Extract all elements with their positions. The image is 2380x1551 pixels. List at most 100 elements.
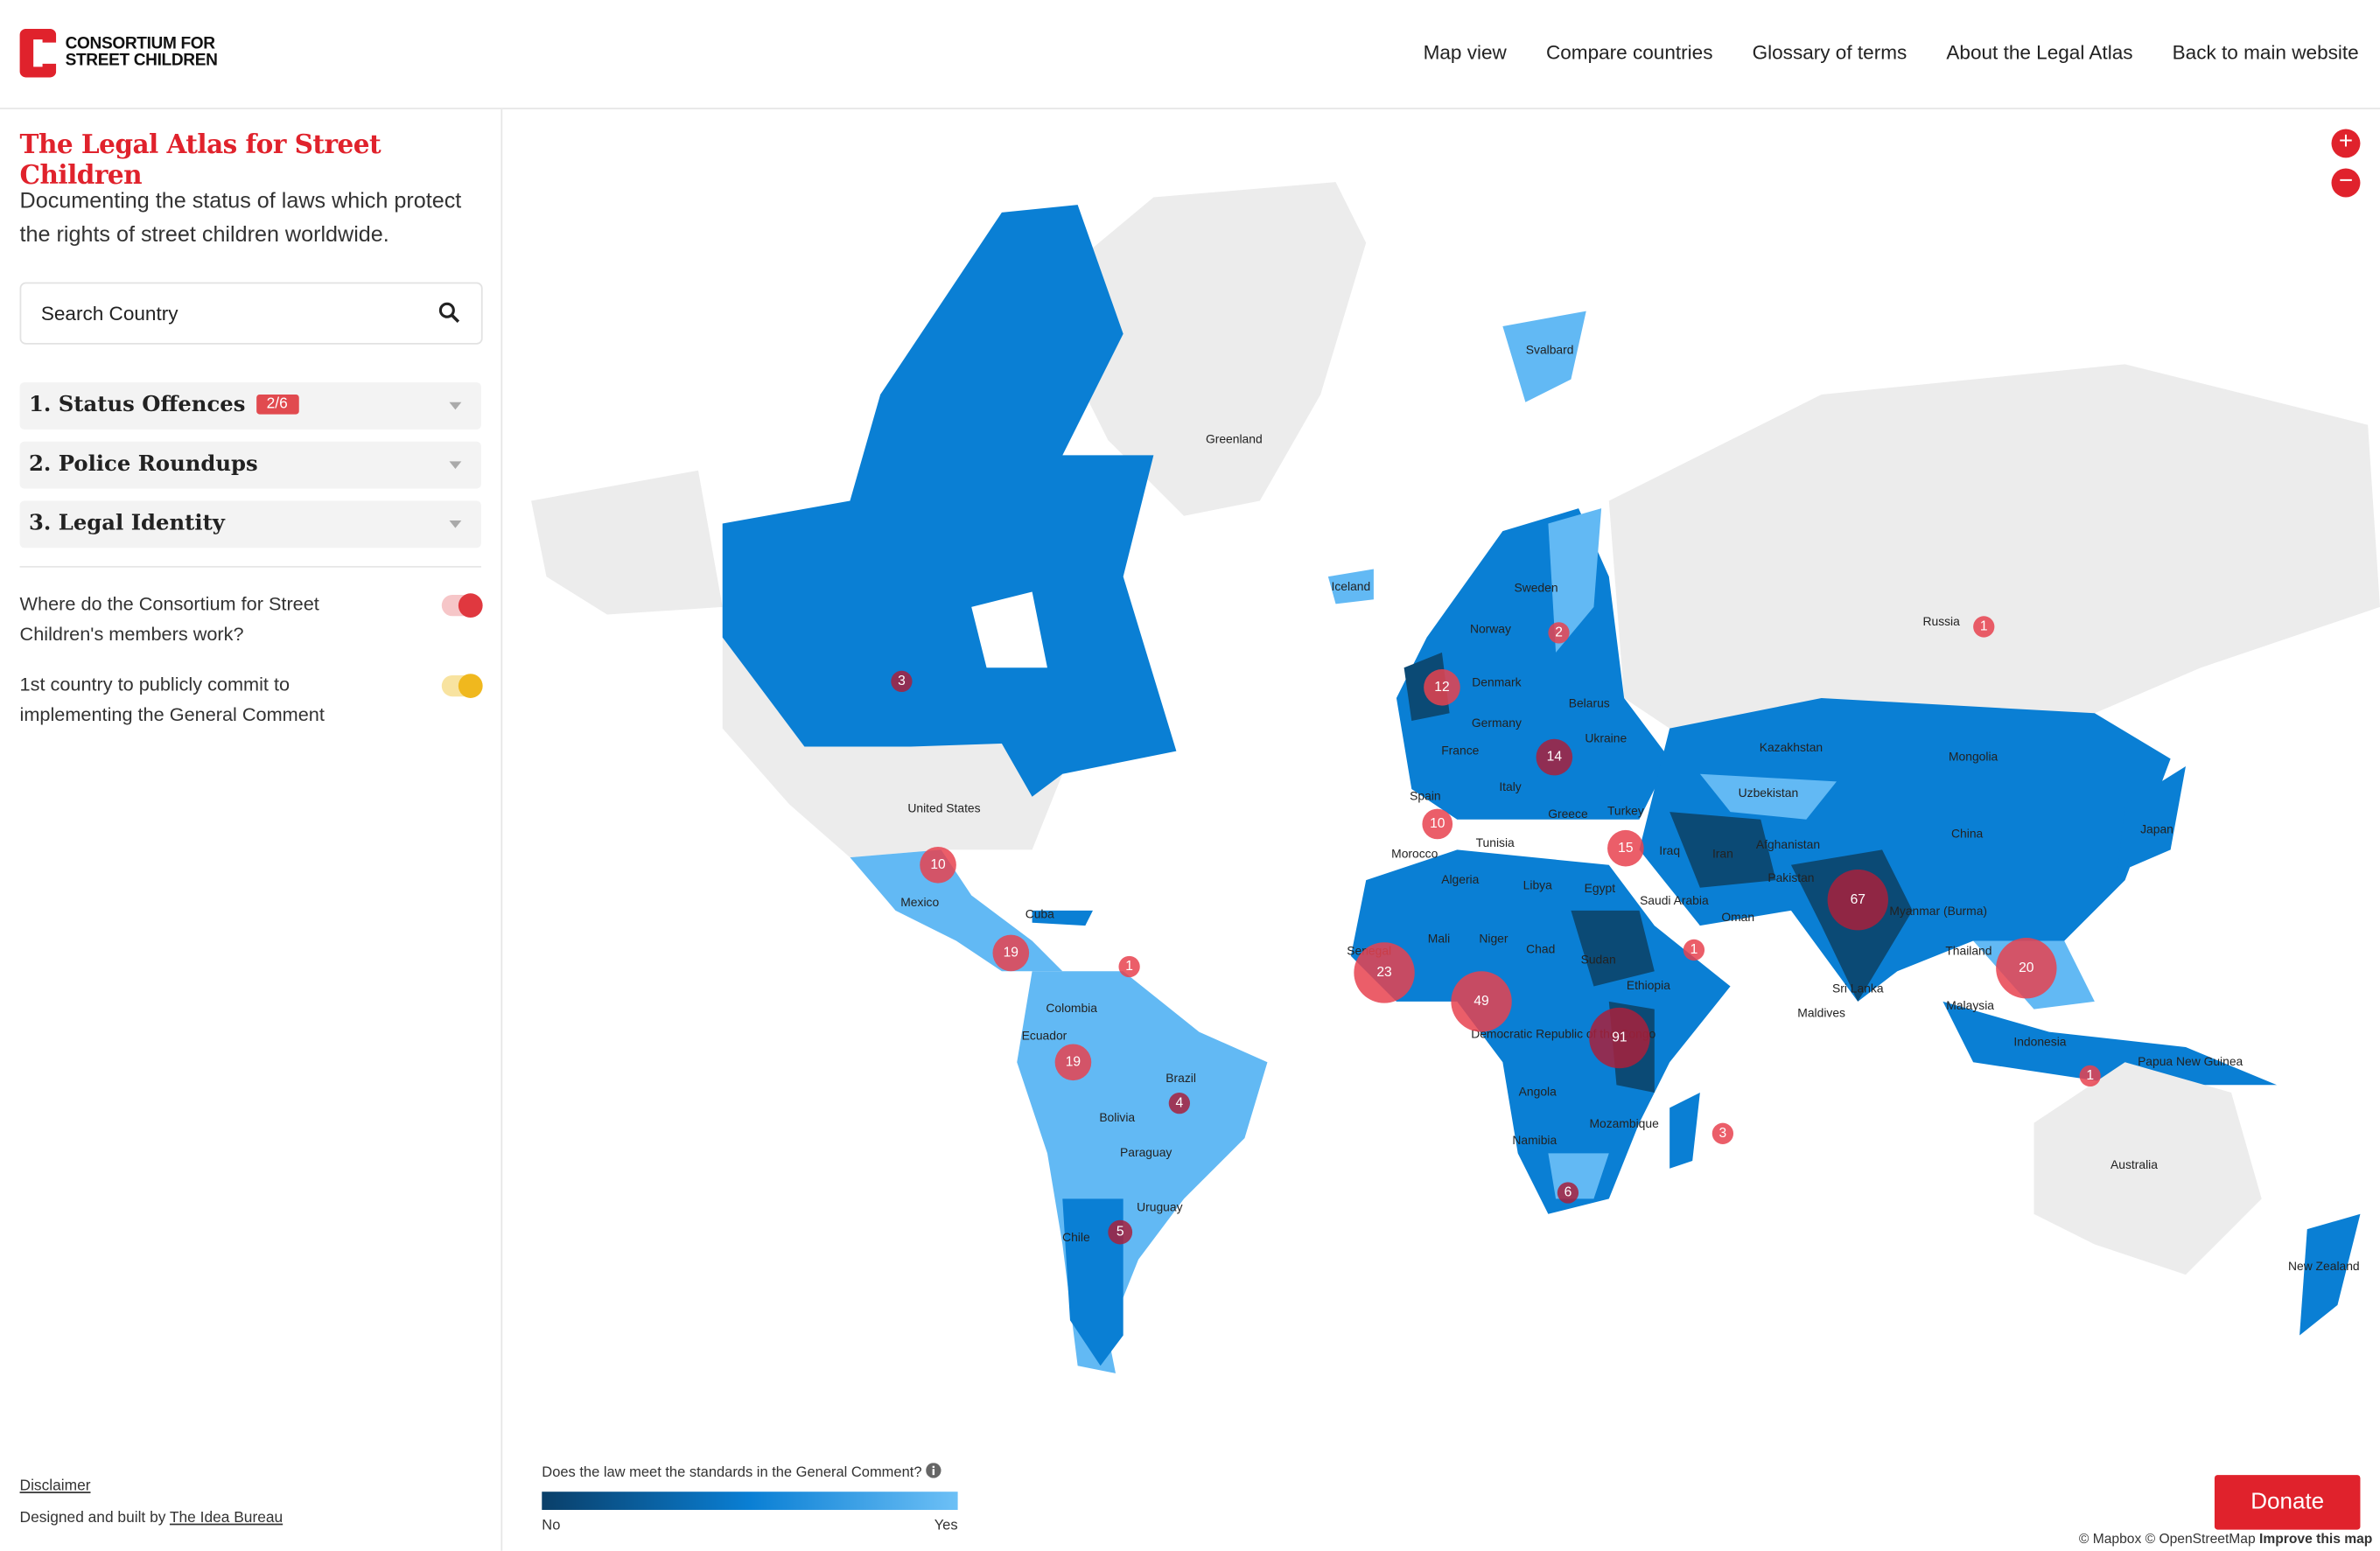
- nav-link[interactable]: Map view: [1423, 40, 1507, 64]
- cluster-circle: [992, 934, 1030, 972]
- country-label: Mali: [1428, 931, 1450, 945]
- country-label: Ukraine: [1585, 730, 1627, 744]
- cluster-count: 3: [898, 674, 906, 688]
- cluster-circle: [1054, 1044, 1092, 1081]
- country-label: Uzbekistan: [1739, 786, 1799, 800]
- site-title: The Legal Atlas for Street Children: [19, 130, 382, 192]
- dropdown-arrow: [449, 402, 462, 410]
- country-label: Morocco: [1391, 846, 1438, 860]
- nav-link[interactable]: About the Legal Atlas: [1946, 40, 2133, 64]
- cluster-marker[interactable]: 67: [1827, 869, 1888, 931]
- cluster-marker[interactable]: 12: [1424, 669, 1460, 706]
- toggle-knob: [458, 674, 483, 698]
- credit-link[interactable]: The Idea Bureau: [169, 1510, 284, 1527]
- cluster-count: 91: [1612, 1031, 1627, 1045]
- cluster-circle: [1683, 939, 1705, 961]
- zoom-in[interactable]: +: [2331, 129, 2361, 158]
- cluster-marker[interactable]: 19: [992, 934, 1030, 972]
- country-label: Egypt: [1585, 881, 1616, 895]
- cluster-count: 15: [1618, 841, 1634, 856]
- cluster-marker[interactable]: 23: [1354, 942, 1415, 1003]
- cluster-marker[interactable]: 19: [1054, 1044, 1092, 1081]
- country-label: Thailand: [1945, 943, 1992, 957]
- cluster-circle: [1607, 829, 1644, 867]
- country-label: Papua New Guinea: [2138, 1054, 2243, 1068]
- country-label: Greenland: [1206, 432, 1263, 446]
- improve-map-link[interactable]: Improve this map: [2259, 1531, 2373, 1547]
- section-title: 1. Status Offences: [28, 393, 246, 418]
- cluster-circle: [1827, 869, 1888, 931]
- credit-text: Designed and built by: [19, 1510, 166, 1527]
- cluster-marker[interactable]: 2: [1548, 622, 1570, 644]
- zoom-out[interactable]: −: [2331, 168, 2361, 198]
- cluster-count: 19: [1004, 946, 1018, 961]
- cluster-count: 1: [1125, 959, 1133, 974]
- cluster-marker[interactable]: 91: [1589, 1007, 1650, 1069]
- cluster-circle: [1354, 942, 1415, 1003]
- country-label: Pakistan: [1768, 870, 1814, 884]
- disclaimer-link[interactable]: Disclaimer: [19, 1478, 91, 1495]
- cluster-count: 19: [1066, 1054, 1081, 1069]
- dropdown-arrow: [449, 520, 462, 528]
- cluster-circle: [1536, 738, 1573, 776]
- legend-gradient: [542, 1492, 958, 1511]
- cluster-marker[interactable]: 14: [1536, 738, 1573, 776]
- country-label: Germany: [1472, 716, 1522, 730]
- cluster-marker[interactable]: 6: [1557, 1182, 1579, 1204]
- cluster-marker[interactable]: 1: [2079, 1065, 2101, 1087]
- section-title: 3. Legal Identity: [28, 511, 225, 536]
- legend-min: No: [542, 1517, 561, 1534]
- country-label: New Zealand: [2288, 1259, 2360, 1273]
- cluster-count: 3: [1719, 1126, 1727, 1141]
- donate-button[interactable]: Donate: [2214, 1475, 2361, 1530]
- country-label: Greece: [1548, 807, 1588, 821]
- cluster-marker[interactable]: 1: [1118, 955, 1140, 978]
- country-label: United States: [907, 800, 980, 814]
- section-badge: 2/6: [256, 395, 298, 415]
- country-label: Denmark: [1472, 674, 1521, 688]
- info-icon[interactable]: [926, 1463, 942, 1478]
- cluster-marker[interactable]: 3: [891, 670, 913, 693]
- toggle-knob: [458, 593, 483, 618]
- cluster-count: 2: [1555, 625, 1563, 639]
- country-label: Tunisia: [1476, 835, 1515, 849]
- cluster-marker[interactable]: 15: [1607, 829, 1644, 867]
- cluster-marker[interactable]: 49: [1451, 971, 1512, 1032]
- cluster-marker[interactable]: 1: [1683, 939, 1705, 961]
- cluster-circle: [1424, 669, 1460, 706]
- accordion-section[interactable]: 1. Status Offences 2/6: [19, 382, 481, 430]
- cluster-marker[interactable]: 1: [1973, 616, 1995, 638]
- country-label: Ecuador: [1022, 1028, 1068, 1042]
- logo-line: STREET CHILDREN: [65, 51, 218, 70]
- accordion-section[interactable]: 3. Legal Identity: [19, 500, 481, 548]
- accordion-section[interactable]: 2. Police Roundups: [19, 441, 481, 489]
- cluster-marker[interactable]: 20: [1996, 938, 2057, 999]
- cluster-circle: [1712, 1122, 1734, 1144]
- attribution: © Mapbox © OpenStreetMap Improve this ma…: [2079, 1531, 2372, 1546]
- search-icon[interactable]: [438, 302, 460, 323]
- logo-text: CONSORTIUM FOR STREET CHILDREN: [65, 36, 218, 70]
- cluster-marker[interactable]: 5: [1108, 1219, 1133, 1245]
- cluster-count: 1: [1690, 942, 1698, 957]
- logo[interactable]: CONSORTIUM FOR STREET CHILDREN: [19, 28, 218, 78]
- cluster-marker[interactable]: 4: [1168, 1092, 1191, 1114]
- cluster-count: 1: [1980, 619, 1988, 634]
- cluster-marker[interactable]: 10: [920, 846, 956, 884]
- nav-link[interactable]: Compare countries: [1545, 40, 1713, 64]
- country-label: Myanmar (Burma): [1889, 904, 1987, 918]
- cluster-marker[interactable]: 3: [1712, 1122, 1734, 1144]
- cluster-circle: [1973, 616, 1995, 638]
- legend-max: Yes: [934, 1517, 958, 1534]
- toggle-switch[interactable]: [441, 674, 483, 698]
- nav-link[interactable]: Glossary of terms: [1752, 40, 1908, 64]
- country-label: Mexico: [900, 895, 939, 909]
- country-label: China: [1951, 827, 1984, 841]
- search-box[interactable]: Search Country: [19, 282, 483, 345]
- country-label: Afghanistan: [1756, 837, 1820, 851]
- toggle-switch[interactable]: [441, 593, 483, 618]
- nav-link[interactable]: Back to main website: [2172, 40, 2359, 64]
- cluster-count: 1: [2086, 1068, 2094, 1083]
- country-label: Norway: [1470, 622, 1511, 636]
- legend-question: Does the law meet the standards in the G…: [542, 1463, 942, 1481]
- cluster-marker[interactable]: 10: [1422, 808, 1453, 840]
